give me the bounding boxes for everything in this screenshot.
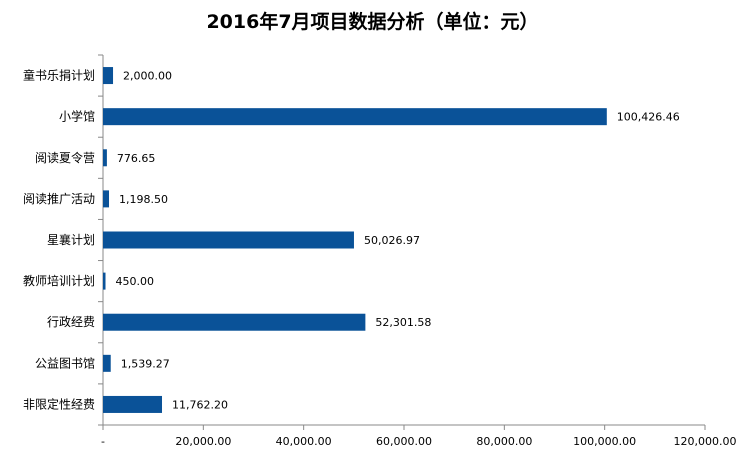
bar: [103, 313, 366, 331]
x-tick-label: 60,000.00: [376, 435, 432, 448]
category-label: 非限定性经费: [23, 396, 95, 411]
data-label: 11,762.20: [172, 398, 228, 411]
bar: [103, 354, 111, 372]
bar: [103, 395, 163, 413]
data-label: 100,426.46: [617, 111, 680, 124]
data-label: 450.00: [116, 275, 155, 288]
data-label: 52,301.58: [375, 316, 431, 329]
category-label: 行政经费: [47, 315, 95, 329]
bar: [103, 67, 114, 85]
x-tick-label: -: [101, 435, 105, 448]
x-tick-label: 120,000.00: [674, 435, 737, 448]
category-label: 公益图书馆: [35, 355, 95, 370]
x-tick-label: 40,000.00: [276, 435, 332, 448]
x-tick-label: 80,000.00: [476, 435, 532, 448]
x-tick-label: 20,000.00: [175, 435, 231, 448]
x-tick-label: 100,000.00: [573, 435, 636, 448]
data-label: 1,539.27: [121, 357, 170, 370]
bar: [103, 272, 106, 290]
category-label: 教师培训计划: [23, 273, 95, 288]
bar: [103, 231, 354, 249]
category-label: 童书乐捐计划: [23, 68, 95, 83]
data-label: 776.65: [117, 152, 156, 165]
data-label: 1,198.50: [119, 193, 168, 206]
bar: [103, 149, 107, 167]
bar: [103, 190, 110, 208]
bar: [103, 108, 607, 126]
category-label: 星襄计划: [47, 232, 95, 247]
category-label: 小学馆: [59, 109, 95, 124]
category-label: 阅读推广活动: [23, 192, 95, 206]
chart-title: 2016年7月项目数据分析（单位：元）: [206, 11, 539, 33]
data-label: 2,000.00: [123, 70, 172, 83]
data-label: 50,026.97: [364, 234, 420, 247]
category-label: 阅读夏令营: [35, 150, 95, 165]
